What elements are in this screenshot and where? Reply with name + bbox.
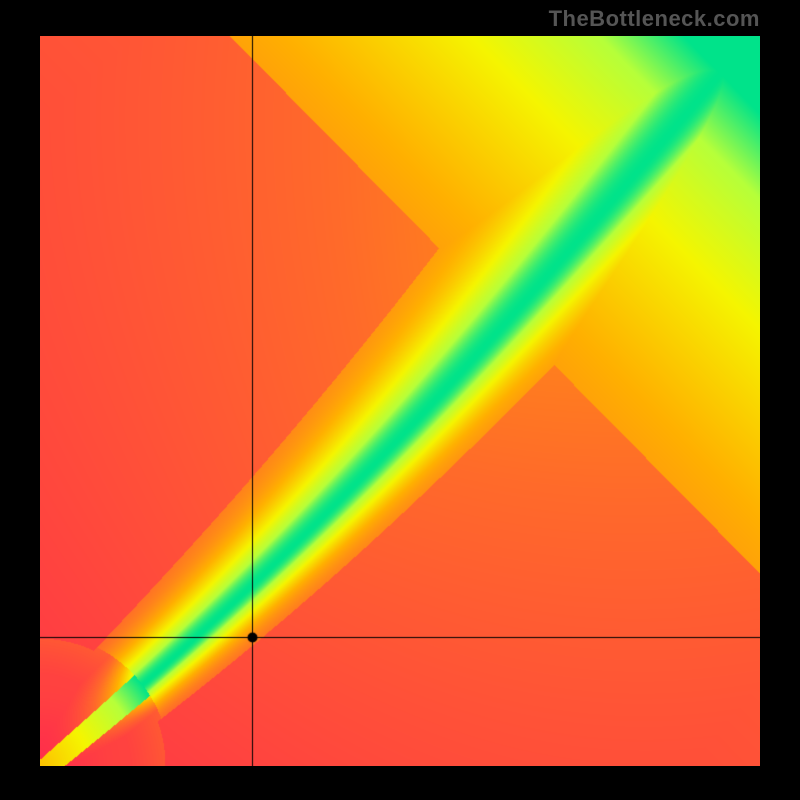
- watermark-text: TheBottleneck.com: [549, 6, 760, 32]
- bottleneck-heatmap: [40, 36, 760, 766]
- chart-frame: TheBottleneck.com: [0, 0, 800, 800]
